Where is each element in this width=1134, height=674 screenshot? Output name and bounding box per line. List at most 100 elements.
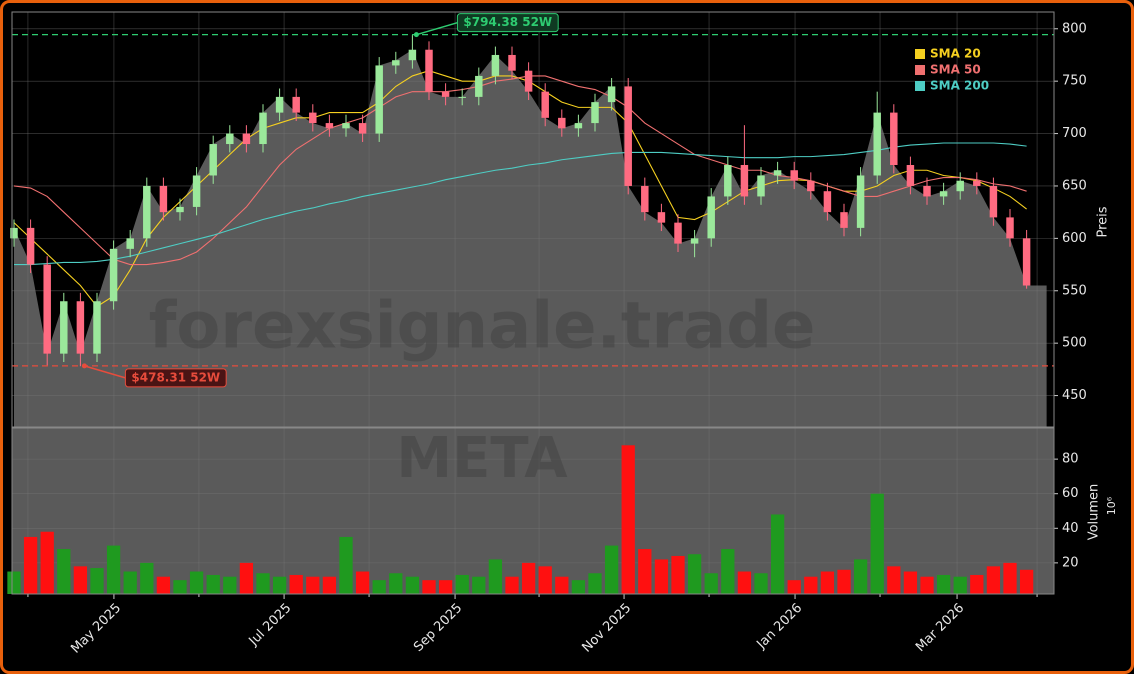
volume-bar <box>1019 569 1034 594</box>
volume-bar <box>73 566 88 594</box>
candle-body <box>807 180 815 192</box>
volume-bar <box>770 514 785 594</box>
volume-bar <box>239 562 254 594</box>
candle-body <box>143 185 151 239</box>
candle-body <box>76 301 85 354</box>
candle-body <box>607 86 616 103</box>
volume-bar <box>571 580 586 594</box>
y-tick-label: 40 <box>1062 521 1079 536</box>
volume-bar <box>90 568 104 594</box>
volume-bar <box>654 559 669 594</box>
volume-bar <box>555 576 569 594</box>
candle-body <box>1022 238 1031 286</box>
candle-body <box>724 165 732 197</box>
y-tick-label: 750 <box>1062 74 1087 89</box>
volume-bar <box>472 576 486 594</box>
candle-body <box>209 144 217 176</box>
candle-body <box>309 112 317 124</box>
candle-body <box>740 165 749 197</box>
volume-bar <box>638 549 652 594</box>
y-axis-label: Preis <box>1096 206 1111 237</box>
candle-body <box>342 123 350 129</box>
y-tick-label: 650 <box>1062 178 1087 193</box>
volume-scale: 10⁶ <box>1105 496 1118 515</box>
y-tick-label: 700 <box>1062 126 1087 141</box>
volume-bar <box>355 571 370 594</box>
candle-body <box>558 117 566 129</box>
volume-axis-label: Volumen <box>1087 484 1102 541</box>
candle-body <box>458 96 466 98</box>
volume-bar <box>887 566 901 594</box>
volume-bar <box>389 573 403 594</box>
candle-body <box>790 170 798 181</box>
volume-bar <box>853 559 868 594</box>
annotation-label: $478.31 52W <box>131 370 220 384</box>
candle-body <box>126 238 134 249</box>
volume-bar <box>173 580 187 594</box>
volume-bar <box>1003 562 1017 594</box>
volume-bar <box>920 576 934 594</box>
volume-bar <box>40 531 54 594</box>
candle-body <box>1006 217 1014 239</box>
volume-bar <box>405 576 420 594</box>
volume-bar <box>140 562 154 594</box>
candle-body <box>26 227 35 265</box>
candle-body <box>624 86 632 186</box>
y-tick-label: 500 <box>1062 336 1087 351</box>
candle-body <box>674 222 682 244</box>
volume-bar <box>953 576 967 594</box>
candle-body <box>773 170 782 176</box>
candle-body <box>392 60 400 66</box>
volume-bar <box>488 559 503 594</box>
volume-bar <box>223 576 237 594</box>
legend-swatch <box>915 81 925 91</box>
candle-body <box>840 212 848 228</box>
volume-bar <box>189 571 204 594</box>
candle-body <box>823 191 832 213</box>
candle-body <box>275 96 284 113</box>
candle-body <box>43 264 51 354</box>
annotation-box <box>124 368 227 388</box>
arrow-head <box>413 32 419 38</box>
volume-bar <box>7 571 21 594</box>
candle-body <box>192 175 201 207</box>
y-tick-label: 450 <box>1062 388 1087 403</box>
candle-body <box>60 301 68 354</box>
arrow-head <box>81 363 87 369</box>
volume-bar <box>339 536 353 594</box>
candle-body <box>425 49 433 92</box>
volume-bar <box>721 549 735 594</box>
annotation-label: $794.38 52W <box>463 15 552 29</box>
y-tick-label: 20 <box>1062 555 1079 570</box>
candle-body <box>491 54 500 76</box>
volume-bar <box>289 574 303 594</box>
volume-bar <box>870 493 884 594</box>
volume-bar <box>322 576 337 594</box>
volume-bar <box>621 445 635 594</box>
volume-bar <box>970 574 984 594</box>
sma-line <box>13 142 1027 266</box>
volume-bar <box>704 573 718 594</box>
volume-bar <box>306 576 320 594</box>
volume-bar <box>903 571 918 594</box>
volume-bar <box>422 580 436 594</box>
candle-body <box>358 123 367 134</box>
candle-body <box>441 91 450 97</box>
volume-bar <box>986 566 1001 594</box>
volume-bar <box>538 566 552 594</box>
price-frame <box>11 11 1055 428</box>
candle-body <box>574 123 583 129</box>
volume-bar <box>272 576 287 594</box>
watermark: forexsignale.trade <box>149 290 816 364</box>
volume-frame <box>11 427 1055 595</box>
y-tick-label: 600 <box>1062 231 1087 246</box>
volume-bar <box>837 569 851 594</box>
volume-bar <box>57 549 71 594</box>
volume-bar <box>106 545 121 594</box>
volume-bar <box>737 571 752 594</box>
legend-label: SMA 50 <box>930 63 981 77</box>
candle-body <box>375 65 383 134</box>
candle-body <box>159 185 168 213</box>
volume-bar <box>372 580 386 594</box>
volume-bar <box>505 576 519 594</box>
